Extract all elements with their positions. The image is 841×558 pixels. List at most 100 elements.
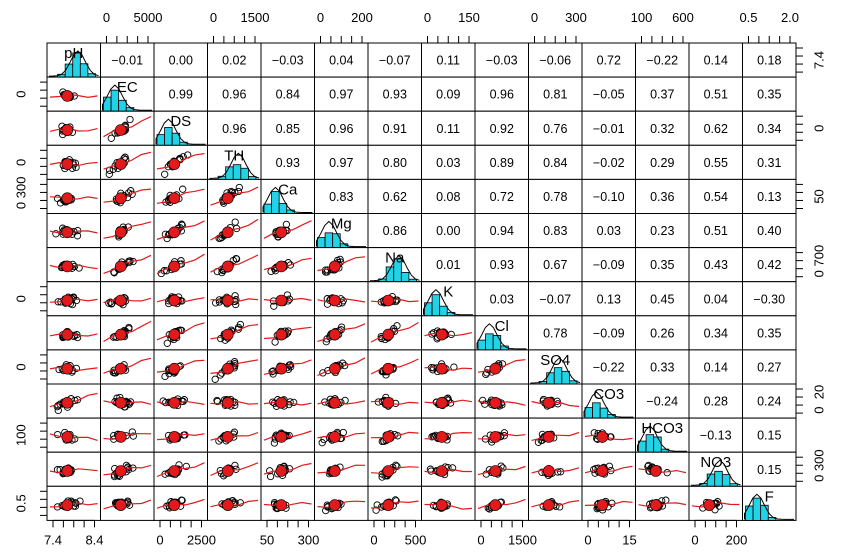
smooth-line — [103, 297, 152, 304]
panel-TH-Na — [367, 144, 422, 180]
centroid-point — [328, 465, 341, 477]
data-point — [556, 468, 565, 476]
centroid-point — [61, 260, 74, 273]
histogram-bar — [745, 505, 754, 521]
correlation-value: 0.32 — [650, 122, 674, 136]
smooth-line — [49, 392, 98, 408]
panel-TH-Cl — [474, 144, 529, 180]
panel-HCO3-NO3 — [688, 417, 743, 453]
smooth-line — [370, 321, 419, 343]
data-point — [483, 369, 491, 377]
centroid-point — [61, 499, 74, 511]
variable-label: CO3 — [593, 386, 624, 403]
correlation-value: 0.35 — [650, 258, 674, 272]
data-point — [126, 115, 134, 124]
histogram-bar — [263, 203, 272, 214]
data-point — [394, 432, 402, 440]
correlation-value: 0.33 — [650, 360, 674, 374]
density-curve — [316, 220, 366, 248]
density-curve — [744, 493, 794, 520]
correlation-value: 0.93 — [276, 156, 300, 170]
centroid-point — [115, 294, 127, 307]
correlation-value: 0.01 — [436, 258, 460, 272]
histogram-bar — [584, 407, 593, 419]
smooth-line — [49, 433, 98, 441]
data-point — [160, 267, 168, 275]
histogram-bar — [477, 339, 486, 351]
correlation-value: −0.01 — [111, 54, 143, 68]
data-point — [235, 183, 243, 192]
axis-tick-label: 7.4 — [44, 532, 62, 547]
centroid-point — [168, 192, 181, 204]
smooth-line — [49, 332, 98, 337]
correlation-value: 0.24 — [757, 395, 781, 409]
variable-label: Cl — [495, 318, 509, 335]
histogram-bar — [561, 370, 570, 385]
panel-TH-SO4 — [528, 144, 583, 180]
panel-Mg-HCO3 — [635, 213, 690, 249]
panel-TH-NO3 — [688, 144, 743, 180]
histogram-bar — [64, 63, 74, 78]
centroid-point — [542, 499, 555, 511]
axis-tick-label: 0 — [424, 10, 431, 25]
smooth-line — [156, 253, 205, 275]
correlation-value: 0.03 — [597, 224, 621, 238]
panel-Na-HCO3 — [635, 247, 690, 283]
histogram-bar — [332, 233, 341, 248]
panel-NO3-K — [421, 451, 476, 487]
smooth-line — [49, 128, 98, 132]
correlation-value: 0.11 — [437, 54, 460, 68]
smooth-line — [638, 502, 687, 507]
data-point — [319, 369, 327, 377]
smooth-line — [477, 400, 526, 406]
centroid-point — [275, 328, 288, 341]
smooth-line — [103, 221, 152, 239]
centroid-point — [61, 158, 74, 170]
panel-CO3-EC — [100, 383, 155, 419]
centroid-point — [115, 431, 127, 443]
data-point — [72, 364, 81, 373]
centroid-point — [61, 124, 74, 136]
correlation-value: 0.00 — [169, 54, 193, 68]
panel-DS-HCO3 — [635, 110, 690, 146]
centroid-point — [61, 90, 74, 102]
smooth-line — [531, 400, 580, 408]
smooth-line — [49, 298, 98, 303]
correlation-value: 0.86 — [383, 224, 407, 238]
smooth-line — [49, 230, 98, 235]
centroid-point — [222, 294, 234, 307]
correlation-value: 0.42 — [757, 258, 781, 272]
correlation-value: 0.80 — [383, 156, 407, 170]
correlation-value: 0.85 — [276, 122, 300, 136]
panel-F-Cl — [474, 485, 529, 521]
centroid-point — [596, 465, 609, 477]
correlation-value: −0.07 — [539, 292, 571, 306]
smooth-line — [156, 322, 205, 341]
variable-label: NO3 — [700, 454, 731, 471]
centroid-point — [649, 465, 662, 477]
histogram-bar — [546, 372, 555, 385]
centroid-point — [222, 431, 234, 443]
correlation-value: 0.35 — [757, 326, 781, 340]
panel-Ca-K — [421, 178, 476, 214]
smooth-line — [156, 433, 205, 441]
centroid-point — [275, 260, 288, 273]
panel-Cl-CO3 — [581, 315, 636, 351]
axis-tick-label: 300 — [565, 10, 587, 25]
correlation-value: 0.36 — [650, 190, 674, 204]
correlation-value: 0.26 — [650, 326, 674, 340]
smooth-line — [210, 218, 259, 241]
smooth-line — [424, 431, 473, 440]
smooth-line — [263, 359, 312, 375]
panel-SO4-F — [742, 349, 797, 385]
axis-tick-label: 0 — [13, 202, 28, 209]
centroid-point — [275, 396, 288, 409]
axis-tick-label: 0 — [317, 10, 324, 25]
smooth-line — [317, 432, 366, 439]
histogram-bar — [324, 232, 334, 248]
panel-Na-Ca — [260, 247, 315, 283]
centroid-point — [115, 260, 127, 273]
correlation-value: 0.09 — [436, 88, 460, 102]
data-point — [105, 299, 113, 307]
panel-EC-DS — [153, 76, 208, 112]
